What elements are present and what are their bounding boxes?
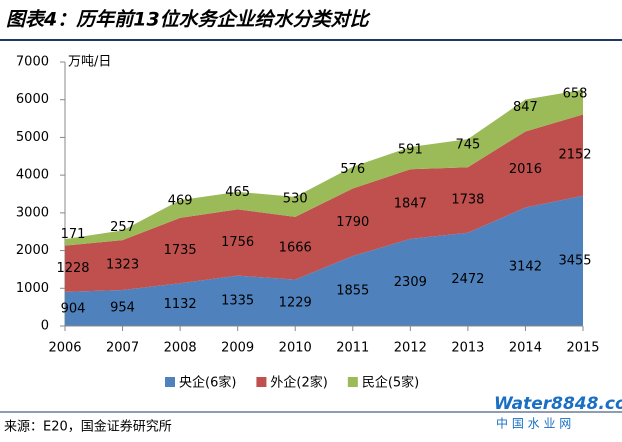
x-tick-label: 2007 (106, 341, 139, 356)
data-label: 1847 (394, 197, 427, 212)
y-tick-label: 6000 (16, 92, 49, 107)
y-tick-label: 1000 (16, 281, 49, 296)
legend-swatch (256, 377, 267, 387)
data-label: 530 (283, 191, 308, 206)
legend-label: 央企(6家) (179, 375, 236, 391)
data-label: 1132 (164, 297, 197, 312)
data-label: 1229 (279, 295, 312, 310)
data-label: 1756 (221, 235, 254, 250)
chart-title: 图表4：历年前13位水务企业给水分类对比 (6, 9, 371, 31)
data-label: 954 (110, 301, 135, 316)
legend-swatch (165, 377, 175, 387)
data-label: 171 (61, 227, 86, 242)
data-label: 658 (563, 87, 588, 102)
x-tick-label: 2011 (336, 341, 369, 356)
x-tick-label: 2013 (451, 341, 484, 356)
x-tick-label: 2015 (566, 341, 599, 356)
y-tick-label: 4000 (16, 168, 49, 183)
legend-label: 外企(2家) (270, 375, 327, 391)
data-label: 3455 (558, 253, 591, 268)
y-tick-label: 0 (41, 319, 49, 334)
watermark-subtitle: 中 国 水 业 网 (496, 416, 571, 431)
data-label: 1790 (336, 215, 369, 230)
data-label: 3142 (509, 259, 542, 274)
data-label: 257 (110, 220, 135, 235)
x-tick-label: 2009 (221, 341, 254, 356)
x-tick-label: 2012 (394, 341, 427, 356)
data-label: 2472 (451, 272, 484, 287)
data-label: 1335 (221, 293, 254, 308)
data-label: 745 (455, 138, 480, 153)
data-label: 469 (168, 194, 193, 209)
area (65, 195, 583, 326)
area (65, 89, 583, 246)
y-tick-label: 7000 (16, 55, 49, 70)
legend-swatch (347, 377, 358, 387)
data-label: 2309 (394, 275, 427, 290)
y-tick-label: 5000 (16, 130, 49, 145)
data-label: 1666 (279, 241, 312, 256)
x-tick-label: 2010 (279, 341, 312, 356)
y-tick-label: 2000 (16, 243, 49, 258)
data-label: 2152 (558, 148, 591, 163)
watermark: Water8848.com (494, 394, 622, 414)
data-label: 576 (340, 162, 365, 177)
data-label: 1855 (336, 284, 369, 299)
y-axis-label: 万吨/日 (68, 55, 111, 70)
source: 来源：E20，国金证券研究所 (4, 419, 172, 435)
area (65, 114, 583, 292)
x-tick-label: 2014 (509, 341, 542, 356)
data-label: 465 (225, 185, 250, 200)
data-label: 2016 (509, 162, 542, 177)
data-label: 1323 (106, 258, 139, 273)
data-label: 1228 (56, 261, 89, 276)
legend-label: 民企(5家) (362, 375, 419, 391)
data-label: 1738 (451, 192, 484, 207)
data-label: 904 (61, 301, 86, 316)
y-tick-label: 3000 (16, 205, 49, 220)
data-label: 847 (513, 100, 538, 115)
x-tick-label: 2006 (48, 341, 81, 356)
data-label: 1735 (164, 243, 197, 258)
x-tick-label: 2008 (164, 341, 197, 356)
data-label: 591 (398, 143, 423, 158)
